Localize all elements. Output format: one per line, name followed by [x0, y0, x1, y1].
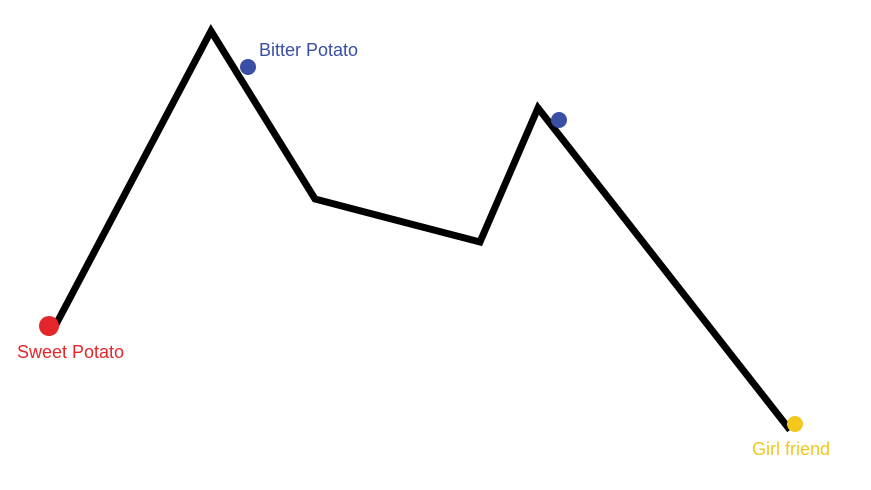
girl-friend-label: Girl friend — [752, 439, 831, 459]
girl-friend-dot — [787, 416, 803, 432]
peak-dot — [551, 112, 567, 128]
bitter-potato-label: Bitter Potato — [259, 40, 359, 60]
bitter-potato-dot — [240, 59, 256, 75]
sweet-potato-dot — [39, 316, 59, 336]
route-line — [48, 23, 793, 433]
sweet-potato-label: Sweet Potato — [17, 342, 125, 362]
